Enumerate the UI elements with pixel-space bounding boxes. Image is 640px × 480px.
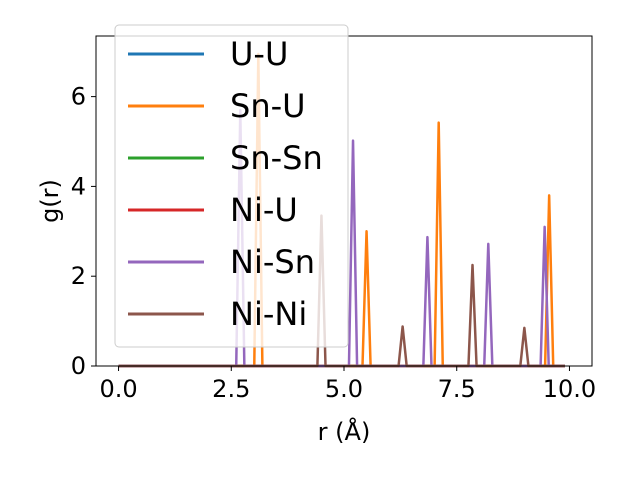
- y-tick-label: 0: [71, 352, 86, 380]
- legend-label-u-u: U-U: [230, 35, 288, 73]
- y-tick-label: 2: [71, 262, 86, 290]
- legend: U-U Sn-U Sn-Sn Ni-U Ni-Sn Ni-Ni: [114, 24, 349, 348]
- legend-label-sn-u: Sn-U: [230, 87, 306, 125]
- y-axis: 0 2 4 6: [71, 83, 96, 380]
- y-tick-label: 4: [71, 172, 86, 200]
- legend-label-ni-sn: Ni-Sn: [230, 243, 315, 281]
- x-axis: 0.0 2.5 5.0 7.5 10.0: [99, 366, 596, 403]
- legend-items: U-U Sn-U Sn-Sn Ni-U Ni-Sn Ni-Ni: [128, 35, 323, 333]
- y-tick-label: 6: [71, 83, 86, 111]
- x-tick-label: 5.0: [325, 375, 363, 403]
- x-tick-label: 2.5: [212, 375, 250, 403]
- x-axis-label: r (Å): [318, 417, 371, 446]
- y-axis-label: g(r): [36, 179, 64, 223]
- x-tick-label: 0.0: [99, 375, 137, 403]
- x-tick-label: 10.0: [543, 375, 596, 403]
- legend-label-ni-u: Ni-U: [230, 191, 298, 229]
- legend-label-sn-sn: Sn-Sn: [230, 139, 323, 177]
- x-tick-label: 7.5: [438, 375, 476, 403]
- legend-label-ni-ni: Ni-Ni: [230, 295, 307, 333]
